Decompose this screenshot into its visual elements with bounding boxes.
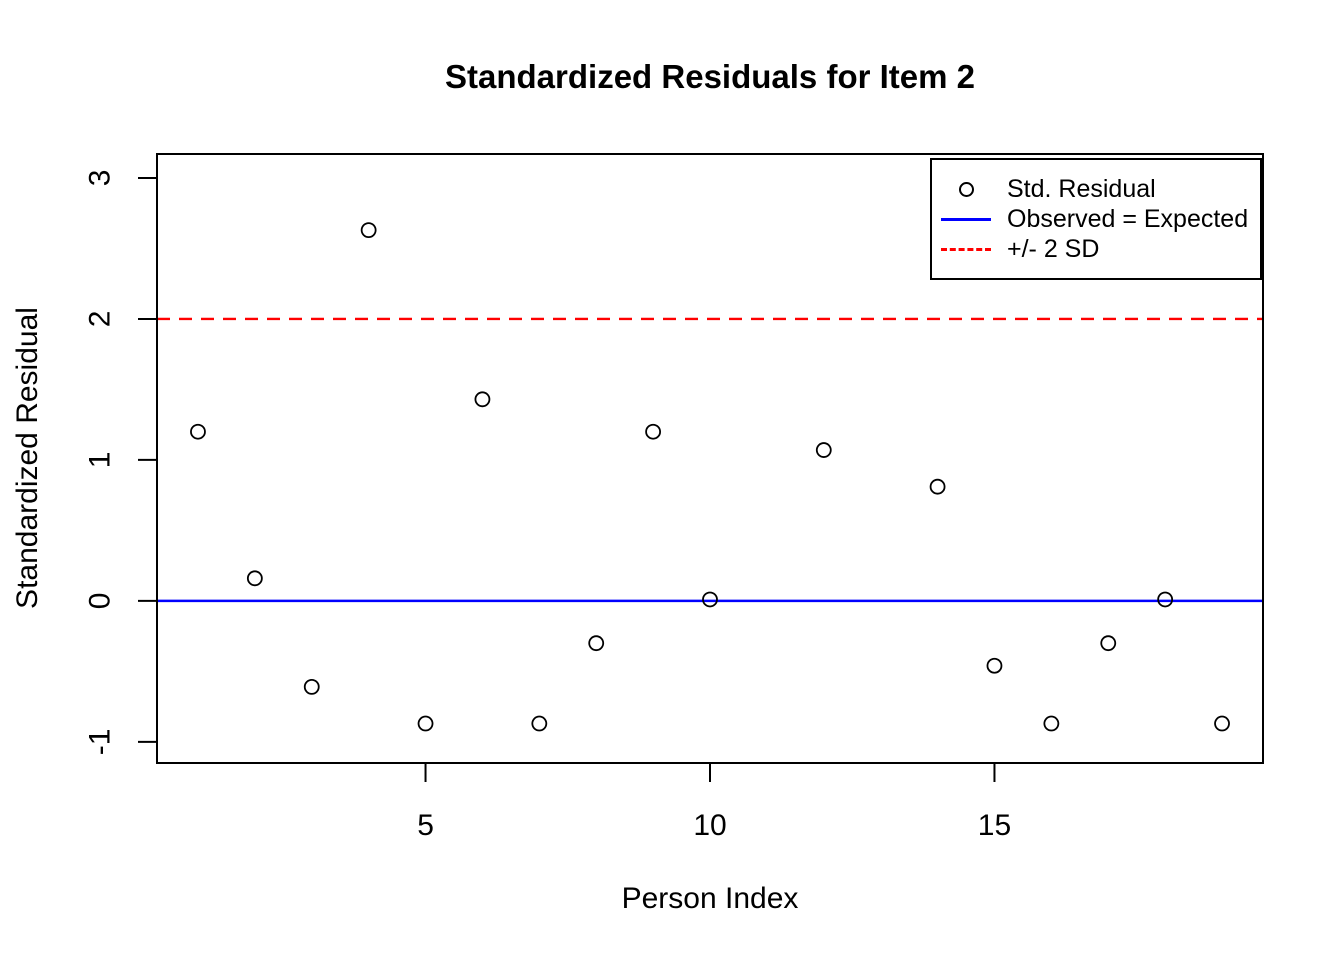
data-point [588,635,605,652]
data-point [815,442,832,458]
solid-line-icon [940,217,992,221]
x-tick-label: 5 [417,809,434,842]
data-point [474,391,491,408]
x-tick-label: 10 [693,809,726,842]
data-point [645,423,662,440]
dashed-line-icon [940,247,992,251]
legend-item-2sd: +/- 2 SD [932,234,1260,264]
y-tick-label: 2 [84,311,117,328]
legend-label: Std. Residual [1007,174,1156,203]
y-tick-label: 3 [84,170,117,187]
data-point [303,678,320,695]
legend-item-observed-expected: Observed = Expected [932,204,1260,234]
x-axis-label: Person Index [621,882,799,915]
data-point [986,657,1003,674]
y-tick-label: -1 [84,729,117,756]
data-point [246,570,263,587]
legend-label: +/- 2 SD [1007,234,1100,263]
y-tick-label: 1 [84,452,117,469]
data-point [1157,591,1174,608]
data-point [531,715,548,732]
data-point [1100,635,1117,652]
legend-label: Observed = Expected [1007,204,1249,233]
y-tick-label: 0 [84,593,117,610]
chart-title: Standardized Residuals for Item 2 [445,58,975,95]
data-point [929,478,946,495]
data-point [360,222,377,239]
data-point [190,423,206,440]
data-point [702,591,718,608]
legend: Std. Residual Observed = Expected +/- 2 … [930,158,1262,280]
data-point [1043,715,1060,732]
legend-item-std-residual: Std. Residual [932,174,1260,204]
x-tick-label: 15 [978,809,1011,842]
open-circle-icon [940,181,992,197]
data-point [1214,715,1230,732]
data-point [417,715,434,732]
